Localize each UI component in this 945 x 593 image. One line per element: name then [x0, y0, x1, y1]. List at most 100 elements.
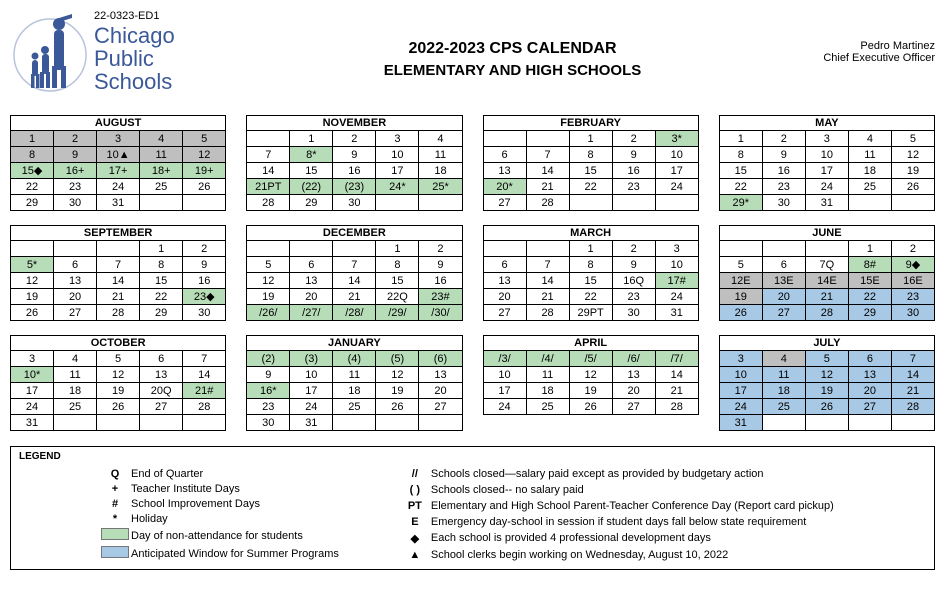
legend-text: Schools closed—salary paid except as pro…	[431, 468, 834, 480]
day-cell: 28	[247, 195, 290, 211]
day-cell: 5	[247, 257, 290, 273]
day-cell: 28	[891, 399, 934, 415]
day-cell: 6	[54, 257, 97, 273]
day-cell: 26	[183, 179, 226, 195]
officer-name: Pedro Martinez	[775, 40, 935, 52]
day-cell: 16	[612, 163, 655, 179]
day-cell: 14	[891, 367, 934, 383]
month-table: 123*678910131415161720*212223242728	[483, 130, 699, 211]
day-cell: 6	[483, 147, 526, 163]
month-name: JANUARY	[246, 335, 462, 350]
day-cell: 14	[526, 163, 569, 179]
day-cell	[483, 241, 526, 257]
day-cell: (22)	[290, 179, 333, 195]
day-cell: 22	[140, 289, 183, 305]
day-cell: 24	[11, 399, 54, 415]
day-cell: /29/	[376, 305, 419, 321]
legend-symbol: //	[399, 468, 431, 480]
day-cell: 19	[805, 383, 848, 399]
day-cell: 27	[483, 305, 526, 321]
month-february: FEBRUARY123*678910131415161720*212223242…	[483, 115, 699, 211]
legend-text: Teacher Institute Days	[131, 483, 339, 495]
day-cell: 14	[183, 367, 226, 383]
legend-text: Day of non-attendance for students	[131, 530, 339, 542]
day-cell: 19	[376, 383, 419, 399]
legend: LEGEND QEnd of Quarter+Teacher Institute…	[10, 446, 935, 570]
day-cell: 23#	[419, 289, 462, 305]
day-cell: 6	[762, 257, 805, 273]
day-cell: 20	[419, 383, 462, 399]
day-cell	[419, 415, 462, 431]
day-cell: 18+	[140, 163, 183, 179]
month-name: MARCH	[483, 225, 699, 240]
day-cell: 11	[140, 147, 183, 163]
day-cell: 28	[183, 399, 226, 415]
brand-line-1: Chicago	[94, 24, 175, 47]
officer-area: Pedro Martinez Chief Executive Officer	[775, 10, 935, 64]
legend-symbol: E	[399, 516, 431, 528]
page-title-2: ELEMENTARY AND HIGH SCHOOLS	[250, 62, 775, 79]
day-cell: (3)	[290, 351, 333, 367]
day-cell: 2	[762, 131, 805, 147]
day-cell	[848, 415, 891, 431]
day-cell: 28	[655, 399, 698, 415]
day-cell: 19	[719, 289, 762, 305]
day-cell	[569, 195, 612, 211]
month-august: AUGUST123458910▲111215◆16+17+18+19+22232…	[10, 115, 226, 211]
day-cell: 14	[526, 273, 569, 289]
day-cell: 10	[290, 367, 333, 383]
day-cell: 17+	[97, 163, 140, 179]
day-cell: 5	[183, 131, 226, 147]
day-cell	[762, 241, 805, 257]
day-cell: 23	[54, 179, 97, 195]
logo-area: 22-0323-ED1 Chicago Public Schools	[10, 10, 250, 100]
day-cell: 28	[805, 305, 848, 321]
day-cell: 28	[526, 305, 569, 321]
month-october: OCTOBER3456710*1112131417181920Q21#24252…	[10, 335, 226, 431]
day-cell: 1	[140, 241, 183, 257]
day-cell: 3*	[655, 131, 698, 147]
day-cell: 20	[762, 289, 805, 305]
day-cell: 8*	[290, 147, 333, 163]
day-cell: 6	[290, 257, 333, 273]
day-cell: 19	[891, 163, 934, 179]
day-cell: 31	[719, 415, 762, 431]
day-cell: /6/	[612, 351, 655, 367]
day-cell: 30	[333, 195, 376, 211]
day-cell: 23	[247, 399, 290, 415]
day-cell: 24	[97, 179, 140, 195]
day-cell: 27	[848, 399, 891, 415]
month-name: APRIL	[483, 335, 699, 350]
legend-text: Schools closed-- no salary paid	[431, 484, 834, 496]
day-cell: 10	[655, 257, 698, 273]
month-september: SEPTEMBER125*678912131415161920212223◆26…	[10, 225, 226, 321]
day-cell: 19	[97, 383, 140, 399]
day-cell: 29	[290, 195, 333, 211]
month-table: 3456710*1112131417181920Q21#242526272831	[10, 350, 226, 431]
day-cell: 5*	[11, 257, 54, 273]
day-cell: 9	[183, 257, 226, 273]
day-cell: (6)	[419, 351, 462, 367]
day-cell: 20*	[483, 179, 526, 195]
day-cell: 13	[848, 367, 891, 383]
day-cell: 24	[655, 289, 698, 305]
day-cell	[376, 195, 419, 211]
day-cell	[526, 131, 569, 147]
day-cell: 27	[762, 305, 805, 321]
day-cell: 23◆	[183, 289, 226, 305]
officer-title: Chief Executive Officer	[775, 52, 935, 64]
day-cell: 12	[569, 367, 612, 383]
day-cell: 13	[54, 273, 97, 289]
day-cell: 1	[848, 241, 891, 257]
day-cell: 16	[762, 163, 805, 179]
day-cell: 17	[11, 383, 54, 399]
day-cell: 29*	[719, 195, 762, 211]
legend-symbol: Q	[99, 468, 131, 480]
day-cell: 30	[612, 305, 655, 321]
day-cell: 22Q	[376, 289, 419, 305]
day-cell: 22	[848, 289, 891, 305]
day-cell: 6	[848, 351, 891, 367]
day-cell: 10*	[11, 367, 54, 383]
day-cell	[140, 415, 183, 431]
day-cell	[97, 415, 140, 431]
